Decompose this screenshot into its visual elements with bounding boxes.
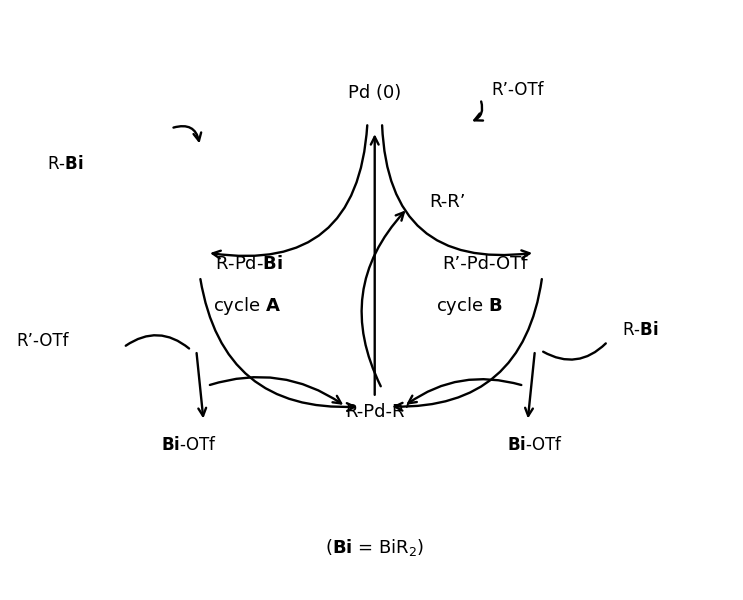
Text: ($\mathbf{Bi}$ = BiR$_2$): ($\mathbf{Bi}$ = BiR$_2$) bbox=[325, 537, 424, 558]
Text: $\mathbf{Bi}$-OTf: $\mathbf{Bi}$-OTf bbox=[161, 436, 217, 454]
Text: R-Pd-$\mathbf{Bi}$: R-Pd-$\mathbf{Bi}$ bbox=[215, 256, 282, 274]
Text: cycle $\mathbf{B}$: cycle $\mathbf{B}$ bbox=[436, 295, 503, 317]
Text: R-$\mathbf{Bi}$: R-$\mathbf{Bi}$ bbox=[623, 320, 659, 338]
Text: cycle $\mathbf{A}$: cycle $\mathbf{A}$ bbox=[213, 295, 282, 317]
Text: R-$\mathbf{Bi}$: R-$\mathbf{Bi}$ bbox=[47, 155, 83, 173]
Text: R-R’: R-R’ bbox=[429, 193, 466, 211]
Text: $\mathbf{Bi}$-OTf: $\mathbf{Bi}$-OTf bbox=[507, 436, 563, 454]
Text: R’-Pd-OTf: R’-Pd-OTf bbox=[442, 256, 528, 274]
Text: R’-OTf: R’-OTf bbox=[491, 81, 544, 99]
Text: R’-OTf: R’-OTf bbox=[16, 332, 69, 350]
Text: R-Pd-R’: R-Pd-R’ bbox=[345, 403, 411, 421]
Text: Pd (0): Pd (0) bbox=[348, 84, 401, 102]
